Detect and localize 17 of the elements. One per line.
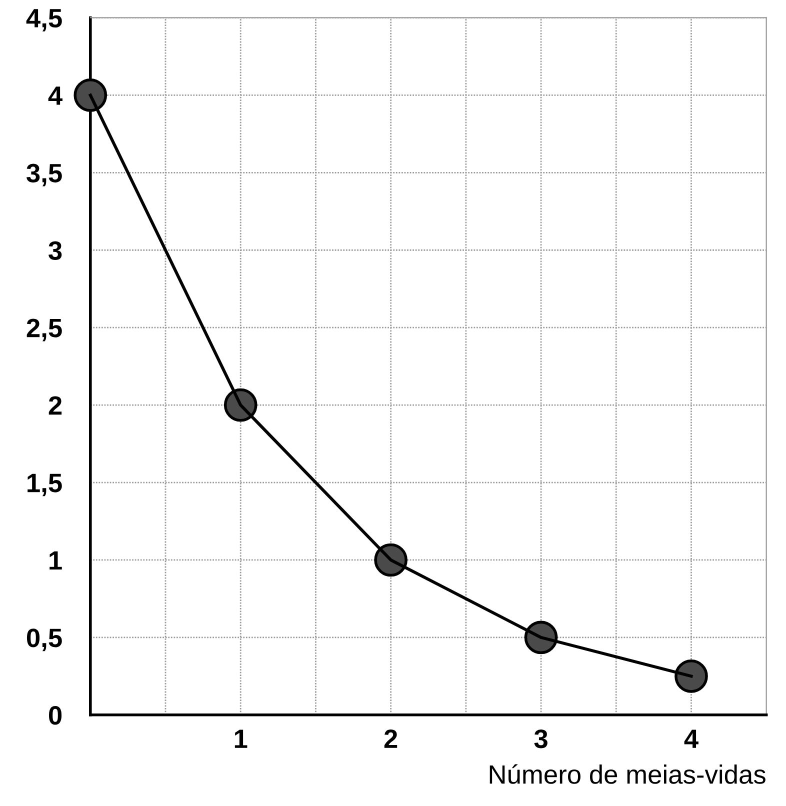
y-tick-label: 3 xyxy=(48,241,62,260)
y-tick-label: 2,5 xyxy=(26,318,62,342)
point xyxy=(674,660,708,693)
y-tick-label: 0 xyxy=(48,706,62,725)
y-tick-label: 2 xyxy=(48,396,62,415)
x-tick-label: 3 xyxy=(534,730,548,748)
y-tick-label: 4,5 xyxy=(26,9,62,32)
x-axis-title: Número de meias-vidas xyxy=(490,764,766,784)
x-tick-label: 2 xyxy=(384,730,398,748)
point xyxy=(74,78,108,112)
y-tick-label: 4 xyxy=(48,86,62,105)
x-tick-label: 4 xyxy=(684,730,698,748)
y-tick-label: 1 xyxy=(50,551,62,570)
x-tick-label: 1 xyxy=(234,730,248,748)
y-tick-label: 1,5 xyxy=(28,474,62,496)
y-tick-label: 0,5 xyxy=(26,628,62,652)
y-tick-label: 3,5 xyxy=(26,164,62,186)
